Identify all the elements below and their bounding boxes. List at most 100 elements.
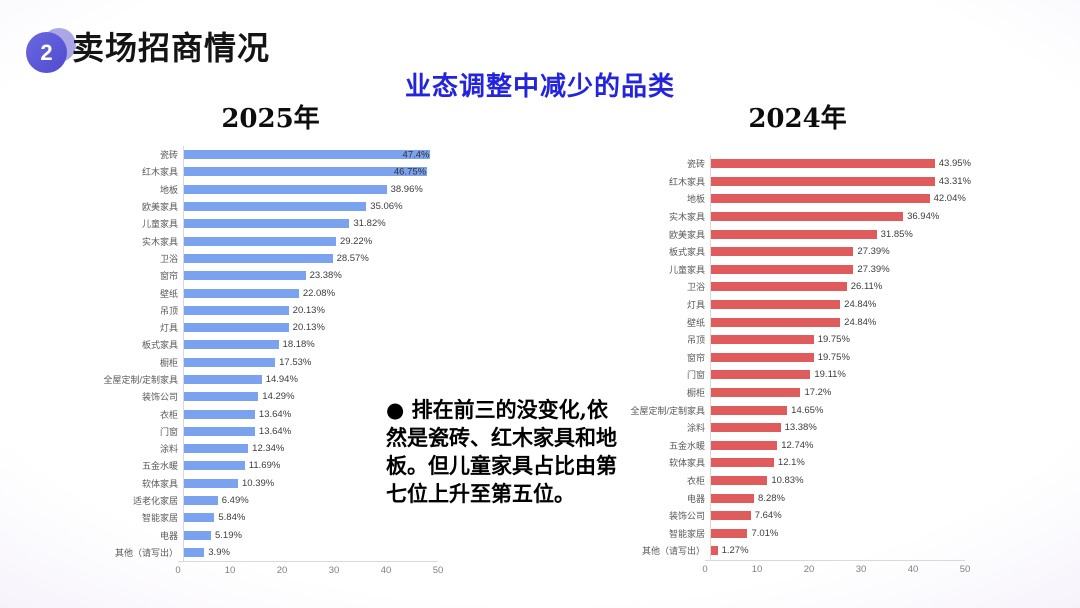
bar-track: 27.39% <box>710 242 971 261</box>
category-label: 橱柜 <box>159 357 178 368</box>
bar-track: 12.74% <box>710 436 971 455</box>
value-label: 22.08% <box>302 287 336 299</box>
value-label: 38.96% <box>390 183 423 195</box>
category-label: 吊顶 <box>686 335 705 346</box>
category-label: 全屋定制/定制家具 <box>630 405 705 416</box>
value-label: 13.64% <box>258 425 292 437</box>
x-tick-label: 20 <box>276 565 288 577</box>
value-label: 31.82% <box>353 218 386 230</box>
category-label: 欧美家具 <box>668 229 705 240</box>
bar <box>711 511 751 521</box>
category-label: 电器 <box>686 493 705 504</box>
bar <box>711 493 755 503</box>
bar-track: 5.84% <box>183 509 444 527</box>
bar-track: 23.38% <box>183 267 444 285</box>
bar-row: 涂料 12.34% <box>103 440 493 458</box>
bar-track: 43.95% <box>710 155 971 173</box>
bar-row: 门窗 13.64% <box>103 422 493 441</box>
bar-row: 灯具 24.84% <box>630 295 1020 314</box>
value-label: 11.69% <box>248 460 281 472</box>
bar <box>711 300 841 310</box>
value-label: 5.19% <box>214 529 242 541</box>
x-tick-label: 10 <box>751 563 763 575</box>
bar-track: 46.75% <box>183 163 444 181</box>
category-label: 窗帘 <box>159 271 178 282</box>
bar-row: 红木家具 46.75% <box>103 163 493 181</box>
value-label: 12.34% <box>252 443 285 455</box>
category-label: 壁纸 <box>686 317 705 328</box>
category-label: 其他（请写出） <box>641 546 705 557</box>
bar-row: 电器 8.28% <box>630 489 1020 507</box>
category-label: 智能家居 <box>141 513 178 524</box>
bar-row: 软体家具 10.39% <box>103 474 493 492</box>
bar-row: 电器 5.19% <box>103 526 493 544</box>
bar-track: 13.64% <box>183 422 444 441</box>
category-label: 衣柜 <box>159 409 178 420</box>
category-label: 实木家具 <box>141 236 178 247</box>
value-label: 12.1% <box>777 457 805 469</box>
category-label: 橱柜 <box>686 388 705 399</box>
bar-track: 10.39% <box>183 474 444 492</box>
bar: 46.75% <box>184 166 428 177</box>
bar-track: 10.83% <box>710 471 971 490</box>
bar-row: 软体家具 12.1% <box>630 454 1020 472</box>
bar-row: 智能家居 7.01% <box>630 524 1020 543</box>
bar <box>184 392 259 402</box>
bar: 47.4% <box>184 149 431 160</box>
bar-track: 29.22% <box>183 232 444 250</box>
value-label: 14.29% <box>262 391 295 403</box>
bar-track: 1.27% <box>710 542 971 560</box>
bar-track: 19.11% <box>710 366 971 384</box>
category-label: 灯具 <box>686 300 705 311</box>
value-label: 24.84% <box>844 316 877 328</box>
category-label: 吊顶 <box>159 305 178 316</box>
bar-track: 5.19% <box>183 526 444 544</box>
bar-track: 8.28% <box>710 489 971 507</box>
bar <box>711 388 801 398</box>
bar-track: 7.01% <box>710 524 971 543</box>
bar-row: 智能家居 5.84% <box>103 509 493 527</box>
bar-track: 24.84% <box>710 295 971 314</box>
bar-track: 17.53% <box>183 353 444 371</box>
bar-track: 14.29% <box>183 388 444 406</box>
bar-track: 14.94% <box>183 370 444 389</box>
value-label: 35.06% <box>370 201 403 213</box>
bar <box>184 444 249 454</box>
bar-track: 19.75% <box>710 348 971 367</box>
value-label: 27.39% <box>857 263 890 275</box>
category-label: 适老化家居 <box>132 496 178 507</box>
category-label: 瓷砖 <box>159 150 178 161</box>
category-label: 地板 <box>159 184 178 195</box>
bar-row: 壁纸 22.08% <box>103 284 493 302</box>
bar <box>184 184 387 194</box>
value-label: 23.38% <box>309 270 342 282</box>
bar-track: 18.18% <box>183 336 444 354</box>
value-label: 3.9% <box>208 546 230 558</box>
bar-row: 欧美家具 35.06% <box>103 197 493 216</box>
bar <box>184 202 367 212</box>
bar <box>184 219 350 229</box>
category-label: 红木家具 <box>668 176 705 187</box>
category-label: 电器 <box>159 530 178 541</box>
bar <box>184 547 205 557</box>
bar <box>184 513 215 523</box>
category-label: 涂料 <box>686 423 705 434</box>
bar <box>184 340 279 350</box>
bar-row: 吊顶 20.13% <box>103 301 493 319</box>
x-tick-label: 30 <box>328 565 340 577</box>
bar-track: 12.34% <box>183 440 444 458</box>
bar <box>184 496 218 506</box>
bar-track: 31.85% <box>710 225 971 243</box>
bar-chart-2024: 2024年 瓷砖 43.95% 红木家具 43.31% 地板 42.04% 实木家具 36.9… <box>630 98 1020 577</box>
value-label: 24.84% <box>844 299 877 311</box>
bar-row: 装饰公司 7.64% <box>630 506 1020 525</box>
value-label: 17.53% <box>279 356 312 368</box>
bar-chart-2025: 2025年 瓷砖 47.4% 红木家具 46.75% 地板 38.96% 欧美家具 35.06… <box>103 98 493 578</box>
category-label: 卫浴 <box>686 282 705 293</box>
bar <box>711 194 930 204</box>
bar <box>184 253 333 263</box>
x-tick-label: 20 <box>803 563 815 575</box>
bar-row: 板式家具 18.18% <box>103 336 493 354</box>
bar <box>711 475 768 485</box>
bar <box>711 352 814 362</box>
